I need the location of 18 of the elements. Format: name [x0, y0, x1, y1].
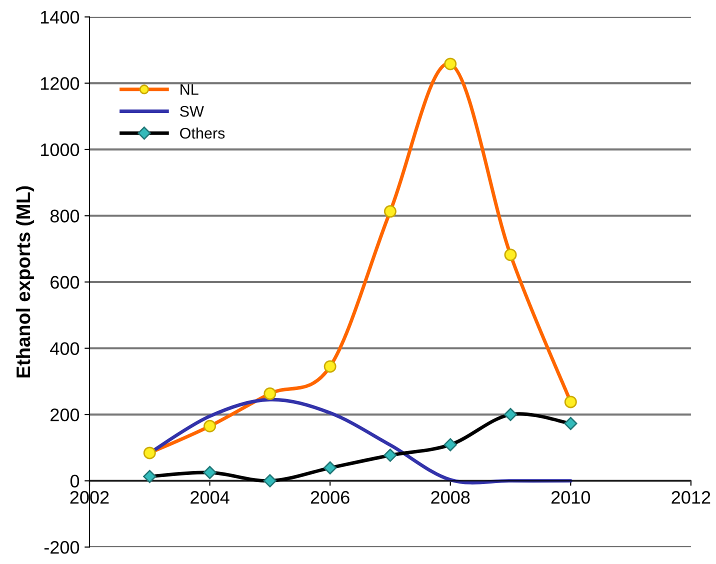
- y-tick-label: 800: [50, 210, 80, 222]
- y-tick-label: 1400: [40, 10, 80, 24]
- y-tick-label: 600: [50, 276, 80, 289]
- y-tick-label: -200: [44, 541, 80, 554]
- legend-label: Others: [180, 127, 225, 139]
- x-tick-label: 2008: [431, 491, 470, 504]
- y-tick-label: 200: [50, 408, 80, 422]
- x-tick-label: 2004: [190, 491, 230, 504]
- y-tick-label: 1000: [40, 143, 80, 156]
- legend-label: NL: [180, 84, 198, 95]
- x-tick-label: 2010: [551, 491, 590, 504]
- y-tick-label: 0: [70, 474, 80, 488]
- y-tick-label: 400: [50, 342, 80, 355]
- legend-label: SW: [180, 106, 204, 117]
- y-axis-title: Ethanol exports (ML): [16, 186, 34, 378]
- x-tick-label: 2012: [672, 491, 710, 504]
- y-tick-label: 1200: [40, 77, 80, 90]
- x-tick-label: 2006: [310, 491, 350, 504]
